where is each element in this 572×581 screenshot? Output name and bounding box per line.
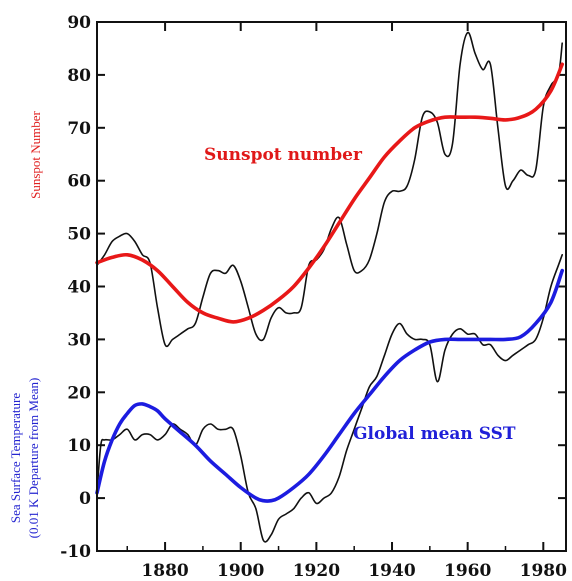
sst-annotation: Global mean SST (353, 424, 516, 444)
y-tick-label: 40 (67, 278, 91, 298)
y-tick-label: 20 (67, 383, 91, 403)
plot-frame (96, 21, 567, 552)
x-tick-label: 1900 (217, 561, 264, 581)
y-tick-label: 60 (67, 172, 91, 192)
sunspot-raw-line (96, 31, 563, 348)
series-layer (95, 31, 564, 543)
labels-layer: -10 0 10 20 30 40 50 60 70 80 90 1880 1900 1920 1940 19… (60, 13, 567, 581)
sunspot-annotation: Sunspot number (204, 145, 363, 165)
y-axis-label-sst-line1: Sea Surface Temperature (8, 393, 23, 523)
x-tick-label: 1880 (141, 561, 188, 581)
sst-raw-line (96, 254, 563, 543)
x-tick-label: 1960 (444, 561, 491, 581)
y-tick-label: 80 (67, 66, 91, 86)
sunspot-smoothed-line (95, 62, 564, 324)
x-tick-label: 1980 (520, 561, 567, 581)
y-tick-label: 30 (67, 330, 91, 350)
y-tick-label: 0 (79, 489, 91, 509)
y-axis-label-sunspot: Sunspot Number (28, 110, 43, 198)
x-tick-label: 1940 (368, 561, 415, 581)
x-tick-label: 1920 (293, 561, 340, 581)
sst-smoothed-line (95, 268, 564, 503)
y-tick-label: 50 (67, 225, 91, 245)
y-tick-label: 10 (67, 436, 91, 456)
y-tick-label: -10 (60, 542, 91, 562)
y-tick-label: 70 (67, 119, 91, 139)
y-axis-label-sst-line2: (0.01 K Departure from Mean) (26, 378, 41, 539)
y-tick-label: 90 (67, 13, 91, 33)
